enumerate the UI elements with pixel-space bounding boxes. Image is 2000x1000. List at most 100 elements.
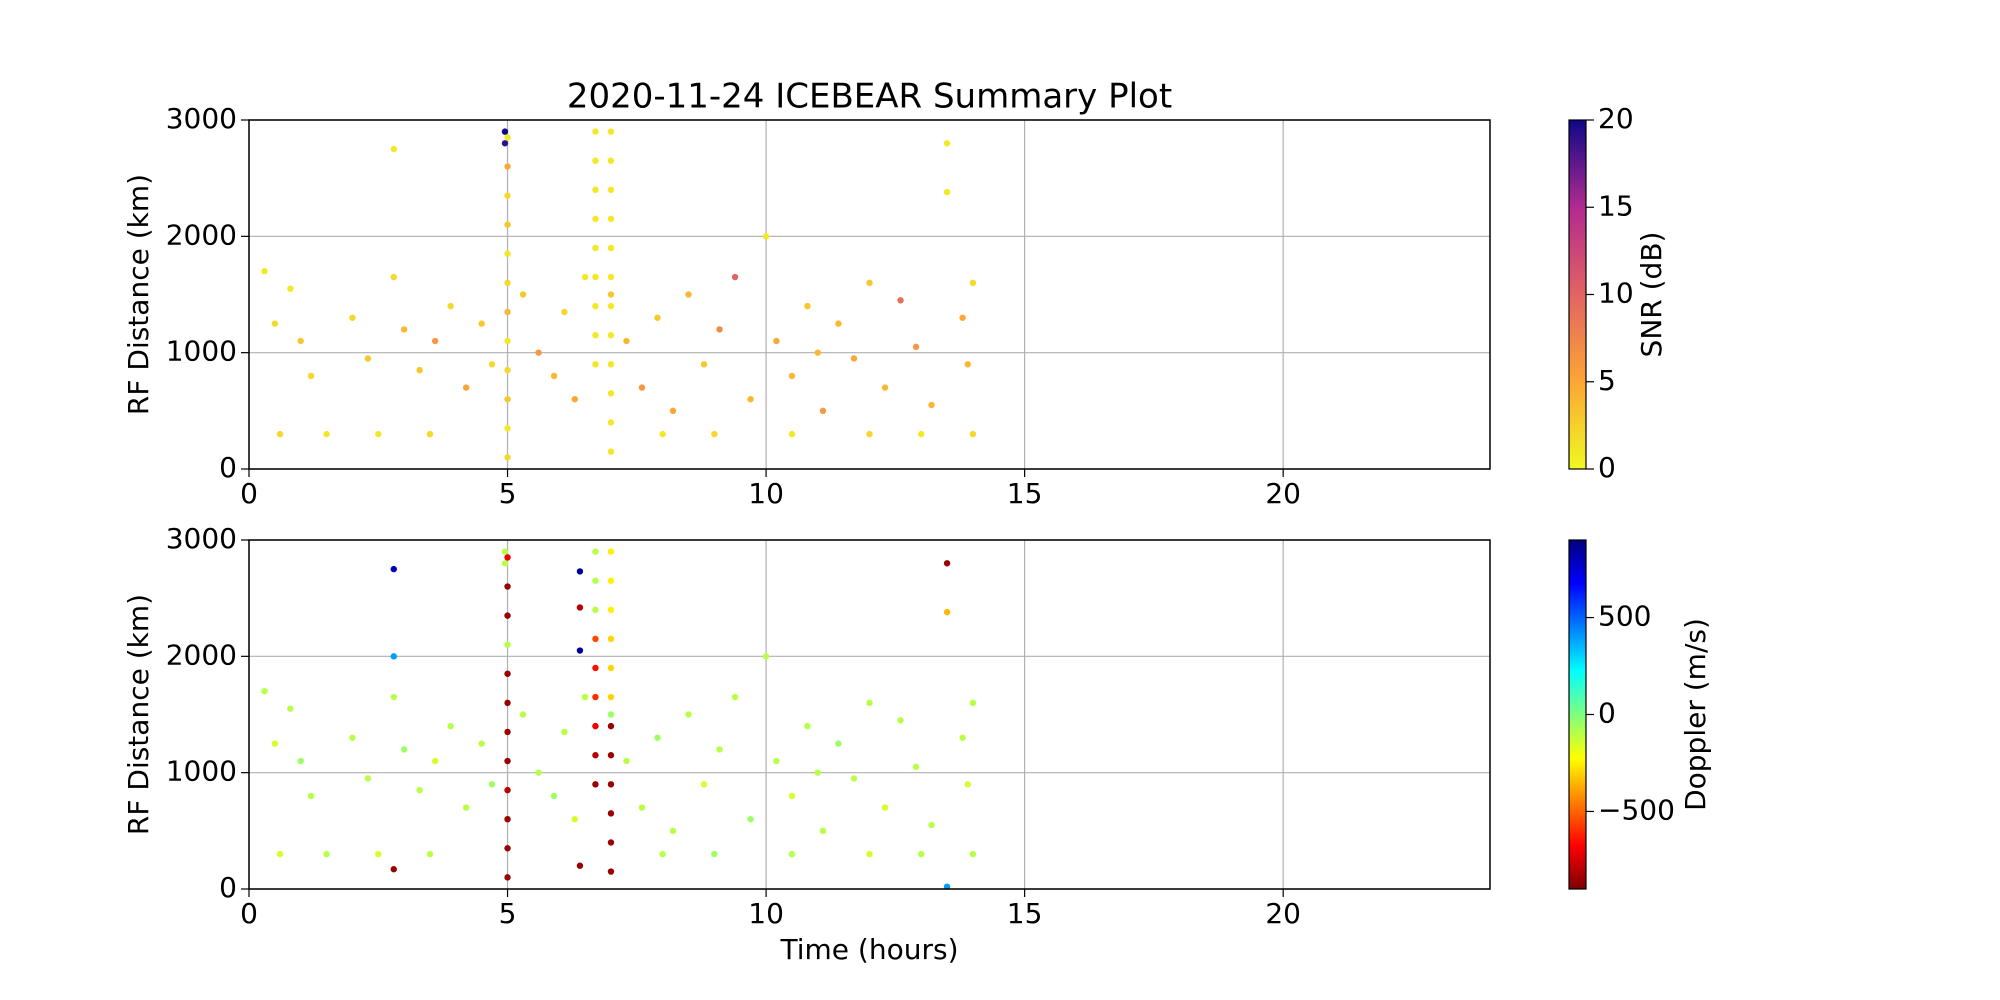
colorbar-tick-label: −500 bbox=[1598, 793, 1675, 826]
point bbox=[685, 291, 692, 298]
point bbox=[964, 781, 971, 788]
point bbox=[623, 757, 630, 765]
colorbar-label: Doppler (m/s) bbox=[1679, 618, 1712, 811]
point bbox=[747, 396, 754, 403]
point bbox=[928, 821, 935, 829]
point bbox=[390, 693, 397, 701]
point bbox=[607, 548, 615, 555]
point bbox=[504, 337, 511, 345]
point bbox=[788, 792, 796, 800]
point bbox=[638, 804, 646, 811]
point bbox=[364, 355, 372, 362]
point bbox=[504, 583, 511, 590]
point bbox=[607, 302, 615, 310]
point bbox=[969, 699, 977, 707]
x-tick-label: 5 bbox=[499, 477, 517, 510]
point bbox=[501, 128, 509, 135]
point bbox=[607, 390, 615, 397]
point bbox=[814, 769, 821, 776]
point bbox=[462, 384, 470, 391]
x-tick-label: 15 bbox=[1007, 897, 1043, 930]
point bbox=[504, 612, 511, 619]
point bbox=[592, 606, 599, 613]
point bbox=[607, 157, 615, 164]
point bbox=[964, 361, 971, 368]
point bbox=[400, 326, 408, 333]
point bbox=[390, 565, 397, 573]
point bbox=[928, 401, 935, 409]
point bbox=[607, 448, 615, 455]
point bbox=[297, 337, 304, 345]
point bbox=[716, 746, 723, 753]
point bbox=[659, 850, 666, 858]
point bbox=[261, 688, 268, 695]
point bbox=[969, 279, 977, 287]
point bbox=[349, 314, 356, 321]
colorbar-tick-label: 5 bbox=[1598, 364, 1616, 397]
point bbox=[504, 366, 511, 374]
point bbox=[918, 850, 925, 858]
point bbox=[504, 786, 511, 794]
point bbox=[271, 320, 279, 327]
point bbox=[969, 850, 977, 858]
colorbar-tick-label: 0 bbox=[1598, 697, 1616, 730]
point bbox=[426, 430, 434, 438]
point bbox=[504, 308, 511, 316]
point bbox=[881, 384, 889, 391]
axes-frame bbox=[248, 119, 1491, 470]
y-tick-label: 1000 bbox=[166, 755, 237, 788]
colorbar bbox=[1568, 119, 1587, 470]
point bbox=[504, 454, 511, 461]
colorbar-tick-label: 0 bbox=[1598, 451, 1616, 484]
y-tick-label: 2000 bbox=[166, 638, 237, 671]
point bbox=[592, 244, 599, 252]
point bbox=[747, 816, 754, 823]
point bbox=[364, 775, 372, 782]
point bbox=[835, 320, 842, 327]
y-tick-label: 1000 bbox=[166, 335, 237, 368]
point bbox=[488, 781, 496, 788]
point bbox=[969, 430, 977, 438]
colorbar bbox=[1568, 539, 1587, 890]
point bbox=[535, 349, 542, 356]
point bbox=[711, 430, 718, 438]
y-tick-label: 3000 bbox=[166, 102, 237, 135]
point bbox=[501, 548, 509, 555]
point bbox=[607, 635, 615, 643]
point bbox=[504, 425, 511, 432]
point bbox=[638, 384, 646, 391]
point bbox=[592, 548, 599, 555]
point bbox=[261, 268, 268, 275]
point bbox=[592, 215, 599, 223]
point bbox=[504, 670, 511, 677]
point bbox=[276, 850, 284, 858]
colorbar-tick-label: 10 bbox=[1598, 277, 1634, 310]
point bbox=[501, 560, 509, 567]
point bbox=[390, 653, 397, 660]
point bbox=[550, 792, 558, 800]
point bbox=[804, 722, 811, 730]
point bbox=[607, 664, 615, 672]
point bbox=[576, 647, 584, 654]
point bbox=[819, 827, 827, 835]
point bbox=[607, 810, 615, 817]
point bbox=[918, 430, 925, 438]
point bbox=[504, 728, 511, 736]
point bbox=[685, 711, 692, 718]
point bbox=[504, 221, 511, 228]
point bbox=[592, 693, 599, 701]
point bbox=[416, 786, 423, 794]
point bbox=[447, 302, 454, 310]
point bbox=[478, 320, 485, 327]
point bbox=[607, 332, 615, 339]
point bbox=[850, 355, 858, 362]
point bbox=[607, 781, 615, 788]
point bbox=[897, 297, 904, 304]
point bbox=[478, 740, 485, 747]
point bbox=[400, 746, 408, 753]
point bbox=[501, 140, 509, 147]
point bbox=[390, 273, 397, 281]
point bbox=[592, 577, 599, 584]
point bbox=[349, 734, 356, 741]
point bbox=[814, 349, 821, 356]
